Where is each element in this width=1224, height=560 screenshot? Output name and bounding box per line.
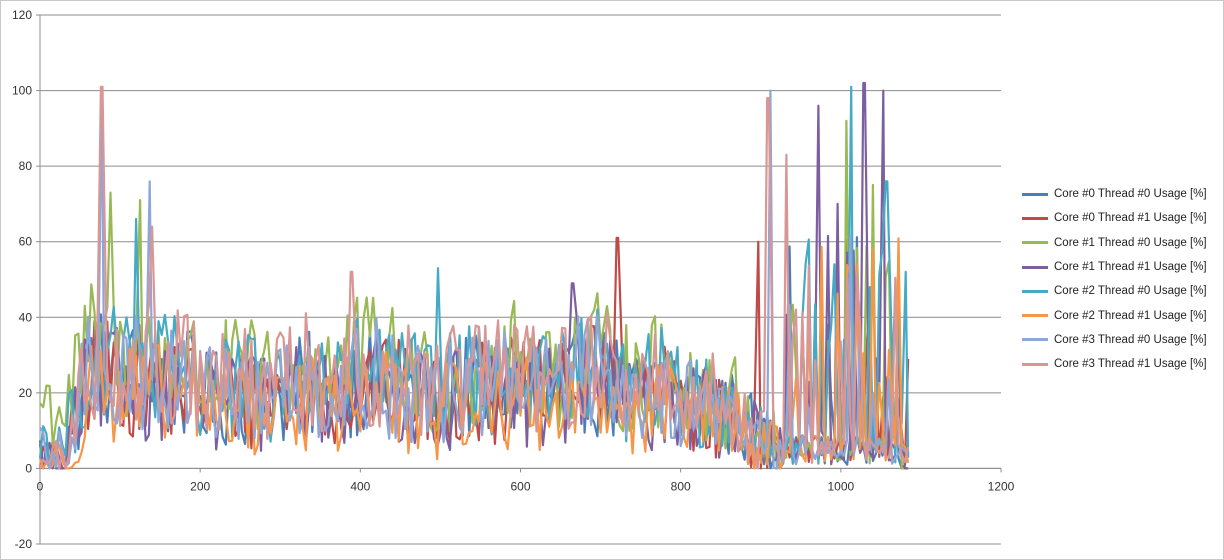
legend-swatch	[1022, 338, 1048, 342]
legend-swatch	[1022, 314, 1048, 318]
legend-label: Core #3 Thread #0 Usage [%]	[1054, 333, 1207, 346]
legend-item: Core #1 Thread #1 Usage [%]	[1022, 255, 1218, 279]
legend-label: Core #3 Thread #1 Usage [%]	[1054, 358, 1207, 371]
y-tick-label: -20	[15, 537, 33, 551]
legend-swatch	[1022, 241, 1048, 245]
x-tick-label: 0	[37, 479, 44, 493]
y-tick-label: 120	[12, 8, 32, 22]
x-tick-label: 400	[350, 479, 370, 493]
legend-item: Core #2 Thread #1 Usage [%]	[1022, 303, 1218, 327]
legend-item: Core #0 Thread #1 Usage [%]	[1022, 206, 1218, 230]
legend-swatch	[1022, 362, 1048, 366]
series-line-7	[38, 85, 910, 470]
legend-swatch	[1022, 192, 1048, 196]
x-tick-label: 800	[671, 479, 691, 493]
legend-swatch	[1022, 265, 1048, 269]
y-tick-label: 80	[19, 159, 33, 173]
legend-item: Core #2 Thread #0 Usage [%]	[1022, 279, 1218, 303]
legend-label: Core #1 Thread #0 Usage [%]	[1054, 236, 1207, 249]
legend-item: Core #3 Thread #1 Usage [%]	[1022, 352, 1218, 376]
y-tick-label: 100	[12, 84, 32, 98]
y-tick-label: 60	[19, 235, 33, 249]
x-tick-label: 600	[510, 479, 530, 493]
x-tick-label: 1200	[988, 479, 1015, 493]
legend: Core #0 Thread #0 Usage [%] Core #0 Threa…	[1022, 182, 1218, 376]
y-tick-label: 40	[19, 310, 33, 324]
legend-item: Core #1 Thread #0 Usage [%]	[1022, 231, 1218, 255]
legend-label: Core #0 Thread #1 Usage [%]	[1054, 212, 1207, 225]
x-tick-label: 1000	[827, 479, 854, 493]
legend-label: Core #0 Thread #0 Usage [%]	[1054, 188, 1207, 201]
legend-label: Core #2 Thread #0 Usage [%]	[1054, 285, 1207, 298]
series-lines	[38, 81, 910, 470]
legend-item: Core #0 Thread #0 Usage [%]	[1022, 182, 1218, 206]
x-tick-label: 200	[190, 479, 210, 493]
y-tick-label: 0	[25, 461, 32, 475]
legend-swatch	[1022, 289, 1048, 293]
legend-label: Core #1 Thread #1 Usage [%]	[1054, 261, 1207, 274]
legend-label: Core #2 Thread #1 Usage [%]	[1054, 309, 1207, 322]
y-tick-label: 20	[19, 386, 33, 400]
x-tick-labels: 0 200 400 600 800 1000 1200	[37, 479, 1015, 493]
series-line-5	[38, 237, 910, 470]
legend-swatch	[1022, 216, 1048, 220]
y-tick-labels: -20 0 20 40 60 80 100 120	[12, 8, 32, 551]
legend-item: Core #3 Thread #0 Usage [%]	[1022, 328, 1218, 352]
